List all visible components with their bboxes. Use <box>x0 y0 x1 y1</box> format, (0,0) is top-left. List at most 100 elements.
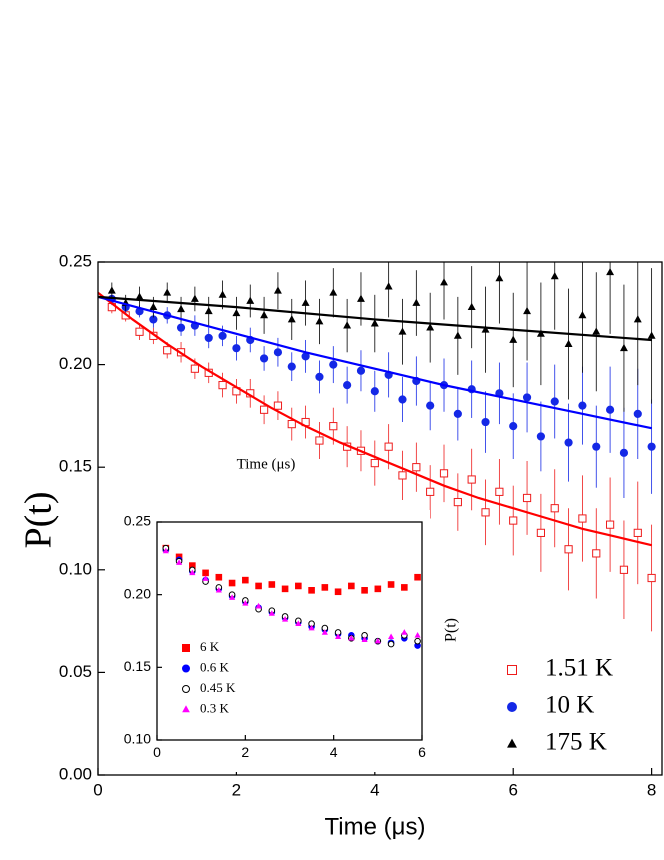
legend-label: 0.45 K <box>200 680 236 695</box>
marker <box>321 584 329 591</box>
marker <box>495 487 504 496</box>
marker <box>281 585 289 593</box>
marker <box>273 401 283 410</box>
marker <box>190 294 199 302</box>
marker <box>592 549 601 558</box>
marker <box>619 565 629 574</box>
marker <box>522 493 532 503</box>
marker <box>343 381 352 390</box>
y-axis-label: P(t) <box>443 618 460 642</box>
marker <box>522 393 532 402</box>
x-tick-label: 6 <box>418 744 426 760</box>
fit-line <box>98 295 652 342</box>
legend-marker <box>507 665 517 675</box>
marker <box>242 576 249 584</box>
marker <box>334 588 342 596</box>
marker <box>481 325 490 333</box>
marker <box>426 487 435 496</box>
marker <box>647 442 656 451</box>
x-tick-label: 0 <box>153 744 161 760</box>
marker <box>259 405 269 414</box>
marker <box>647 331 656 339</box>
marker <box>398 471 407 480</box>
y-tick-label: 0.25 <box>59 251 92 270</box>
fit-line <box>98 295 652 430</box>
marker <box>647 573 656 583</box>
marker <box>426 401 435 410</box>
x-tick-label: 8 <box>647 781 656 800</box>
marker <box>190 364 199 373</box>
marker <box>268 581 276 588</box>
x-tick-label: 2 <box>241 744 249 760</box>
marker <box>335 633 342 640</box>
marker <box>509 335 518 343</box>
marker <box>564 545 573 554</box>
marker <box>606 267 615 276</box>
marker <box>163 346 172 355</box>
y-tick-label: 0.05 <box>59 662 92 681</box>
marker <box>329 288 338 296</box>
y-tick-label: 0.20 <box>124 585 151 601</box>
marker <box>321 629 328 635</box>
x-tick-label: 2 <box>232 781 241 800</box>
marker <box>536 329 545 337</box>
x-tick-label: 6 <box>508 781 517 800</box>
marker <box>592 442 601 451</box>
marker <box>308 587 315 594</box>
marker <box>370 387 379 396</box>
marker <box>633 528 642 537</box>
marker <box>387 640 395 648</box>
x-axis-label: Time (μs) <box>237 456 296 472</box>
marker <box>202 575 209 581</box>
plot-area <box>98 262 656 632</box>
marker <box>176 323 186 332</box>
marker <box>439 469 449 478</box>
marker <box>564 339 573 347</box>
marker <box>315 372 324 382</box>
marker <box>204 333 213 343</box>
marker <box>509 516 518 525</box>
y-axis-label: P(t) <box>18 492 60 549</box>
marker <box>361 587 368 594</box>
marker <box>204 306 213 315</box>
marker <box>163 288 172 296</box>
marker <box>578 311 587 319</box>
marker <box>228 579 236 587</box>
y-tick-label: 0.15 <box>59 457 92 476</box>
marker <box>361 636 368 642</box>
marker <box>605 520 615 529</box>
marker <box>242 600 249 606</box>
legend-marker <box>507 702 517 712</box>
y-tick-label: 0.15 <box>124 658 151 674</box>
marker <box>414 637 421 645</box>
marker <box>633 409 642 418</box>
marker <box>374 637 381 644</box>
marker <box>398 327 407 335</box>
marker <box>218 331 227 340</box>
x-tick-label: 0 <box>93 781 102 800</box>
plot-frame <box>156 521 423 741</box>
marker <box>414 632 421 638</box>
marker <box>202 569 209 577</box>
marker <box>255 582 262 590</box>
marker <box>374 585 382 593</box>
marker <box>282 616 289 622</box>
marker <box>509 422 518 431</box>
marker <box>295 582 302 590</box>
marker <box>453 497 462 507</box>
marker <box>232 308 241 317</box>
marker <box>398 395 407 404</box>
marker <box>232 344 241 353</box>
marker <box>564 438 573 447</box>
marker <box>578 514 587 523</box>
marker <box>135 327 144 336</box>
legend-marker <box>182 664 190 673</box>
marker <box>229 594 236 600</box>
marker <box>273 286 282 294</box>
marker <box>550 504 559 513</box>
marker <box>387 581 395 588</box>
marker <box>295 620 302 626</box>
marker <box>315 436 324 445</box>
marker <box>162 547 169 554</box>
inset-background <box>108 510 430 772</box>
